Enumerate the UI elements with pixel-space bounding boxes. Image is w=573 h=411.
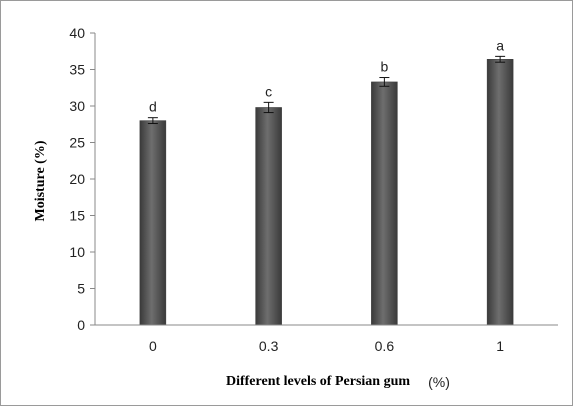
- y-tick-label: 20: [69, 171, 85, 187]
- error-bar-0.6: [379, 77, 390, 87]
- bar-0.6: [371, 81, 398, 326]
- y-axis-ticks: 0 5 10 15 20 25 30 35 40: [69, 25, 95, 333]
- bars-group: d c b a: [139, 37, 514, 326]
- bar-letter-label: b: [380, 59, 388, 75]
- error-bar-0: [147, 117, 158, 125]
- bar-letter-label: a: [496, 37, 504, 53]
- x-axis-title: Different levels of Persian gum: [226, 374, 410, 389]
- x-axis-unit: (%): [428, 374, 450, 390]
- x-axis-ticks: 0 0.3 0.6 1: [149, 338, 504, 354]
- x-tick-label: 0.3: [259, 338, 279, 354]
- y-tick-label: 30: [69, 98, 85, 114]
- bar-1: [486, 59, 514, 326]
- y-tick-label: 25: [69, 135, 85, 151]
- y-tick-label: 5: [77, 281, 85, 297]
- x-tick-label: 0.6: [375, 338, 395, 354]
- bar-letter-label: d: [149, 99, 157, 115]
- bar-0.3: [255, 107, 282, 326]
- y-tick-label: 40: [69, 25, 85, 41]
- y-tick-label: 35: [69, 62, 85, 78]
- y-tick-label: 10: [69, 244, 85, 260]
- y-tick-label: 15: [69, 208, 85, 224]
- error-bar-0.3: [263, 101, 274, 114]
- x-tick-label: 1: [496, 338, 504, 354]
- bar-0: [139, 120, 167, 326]
- y-axis-title: Moisture (%): [33, 140, 48, 221]
- error-bar-1: [495, 55, 506, 63]
- x-tick-label: 0: [149, 338, 157, 354]
- y-tick-label: 0: [77, 317, 85, 333]
- bar-letter-label: c: [265, 83, 272, 99]
